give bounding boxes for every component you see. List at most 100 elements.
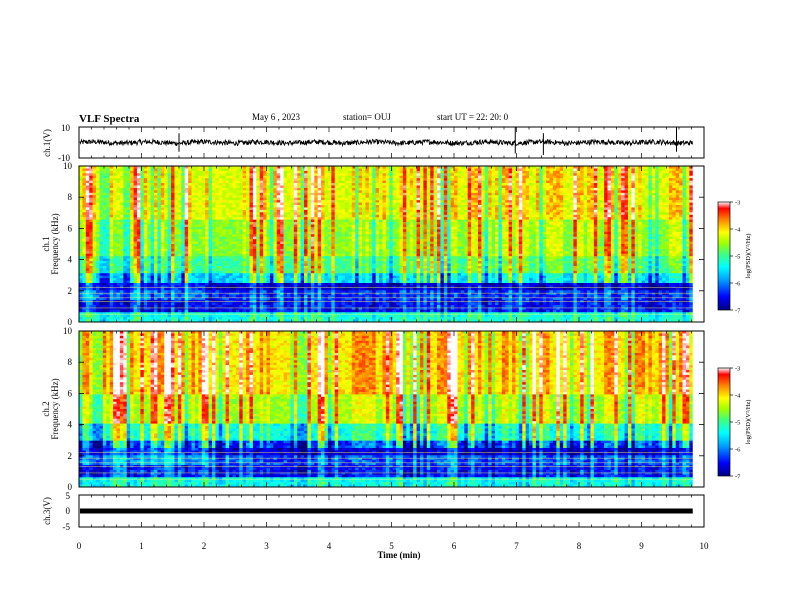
spectrogram-cell (621, 173, 625, 176)
spectrogram-cell (328, 190, 332, 193)
spectrogram-cell (590, 225, 594, 228)
spectrogram-cell (168, 215, 172, 218)
spectrogram-cell (174, 195, 178, 198)
spectrogram-cell (659, 203, 663, 206)
spectrogram-cell (140, 232, 144, 235)
spectrogram-cell (147, 188, 151, 191)
spectrogram-cell (123, 205, 127, 208)
spectrogram-cell (410, 225, 414, 228)
spectrogram-cell (362, 193, 366, 196)
spectrogram-cell (659, 181, 663, 184)
spectrogram-cell (659, 198, 663, 201)
spectrogram-cell (543, 217, 547, 220)
spectrogram-cell (440, 210, 444, 213)
spectrogram-cell (318, 181, 322, 184)
spectrogram-cell (539, 198, 543, 201)
spectrogram-cell (192, 229, 196, 232)
spectrogram-cell (672, 205, 676, 208)
spectrogram-cell (498, 183, 502, 186)
spectrogram-cell (635, 217, 639, 220)
spectrogram-cell (389, 178, 393, 181)
spectrogram-cell (478, 210, 482, 213)
spectrogram-cell (171, 200, 175, 203)
spectrogram-cell (365, 181, 369, 184)
spectrogram-cell (648, 205, 652, 208)
spectrogram-cell (430, 178, 434, 181)
spectrogram-cell (267, 193, 271, 196)
spectrogram-cell (406, 173, 410, 176)
spectrogram-cell (648, 173, 652, 176)
spectrogram-cell (355, 225, 359, 228)
spectrogram-cell (110, 176, 114, 179)
spectrogram-cell (580, 220, 584, 223)
spectrogram-cell (123, 229, 127, 232)
spectrogram-cell (168, 210, 172, 213)
spectrogram-cell (434, 205, 438, 208)
spectrogram-cell (192, 186, 196, 189)
spectrogram-cell (219, 178, 223, 181)
spectrogram-cell (321, 220, 325, 223)
spectrogram-cell (492, 203, 496, 206)
spectrogram-cell (492, 168, 496, 171)
spectrogram-cell (338, 183, 342, 186)
spectrogram-cell (403, 225, 407, 228)
spectrogram-cell (628, 181, 632, 184)
spectrogram-cell (488, 229, 492, 232)
spectrogram-cell (198, 188, 202, 191)
spectrogram-cell (495, 195, 499, 198)
spectrogram-cell (488, 217, 492, 220)
spectrogram-cell (86, 173, 90, 176)
spectrogram-cell (369, 229, 373, 232)
spectrogram-cell (546, 207, 550, 210)
spectrogram-cell (618, 186, 622, 189)
spectrogram-cell (147, 203, 151, 206)
spectrogram-cell (437, 229, 441, 232)
spectrogram-cell (519, 168, 523, 171)
spectrogram-cell (427, 200, 431, 203)
spectrogram-cell (253, 181, 257, 184)
ch1-ytick-top: 10 (61, 123, 71, 133)
spectrogram-cell (393, 195, 397, 198)
spectrogram-cell (209, 181, 213, 184)
spectrogram-cell (222, 173, 226, 176)
spectrogram-cell (181, 203, 185, 206)
spectrogram-cell (509, 210, 513, 213)
spectrogram-cell (89, 200, 93, 203)
spectrogram-cell (331, 212, 335, 215)
spectrogram-cell (89, 188, 93, 191)
spectrogram-cell (273, 207, 277, 210)
spectrogram-cell (546, 168, 550, 171)
spectrogram-cell (127, 190, 131, 193)
spectrogram-cell (110, 222, 114, 225)
spectrogram-cell (532, 195, 536, 198)
spectrogram-cell (427, 178, 431, 181)
spectrogram-cell (348, 220, 352, 223)
spectrogram-cell (338, 205, 342, 208)
spectrogram-cell (611, 207, 615, 210)
spectrogram-cell (96, 229, 100, 232)
spectrogram-cell (481, 225, 485, 228)
spectrogram-cell (304, 220, 308, 223)
spectrogram-cell (113, 217, 117, 220)
spectrogram-cell (560, 222, 564, 225)
spectrogram-cell (130, 217, 134, 220)
spectrogram-cell (604, 229, 608, 232)
spectrogram-cell (430, 181, 434, 184)
spectrogram-cell (403, 205, 407, 208)
spectrogram-cell (110, 227, 114, 230)
spectrogram-cell (342, 173, 346, 176)
spectrogram-cell (369, 171, 373, 174)
spectrogram-cell (590, 222, 594, 225)
spectrogram-cell (440, 186, 444, 189)
spectrogram-cell (345, 203, 349, 206)
spectrogram-cell (485, 207, 489, 210)
spectrogram-cell (325, 173, 329, 176)
spectrogram-cell (417, 225, 421, 228)
spectrogram-cell (567, 229, 571, 232)
spectrogram-cell (205, 205, 209, 208)
spectrogram-cell (560, 203, 564, 206)
spectrogram-cell (655, 212, 659, 215)
spectrogram-cell (294, 188, 298, 191)
spectrogram-cell (495, 168, 499, 171)
spectrogram-cell (229, 227, 233, 230)
